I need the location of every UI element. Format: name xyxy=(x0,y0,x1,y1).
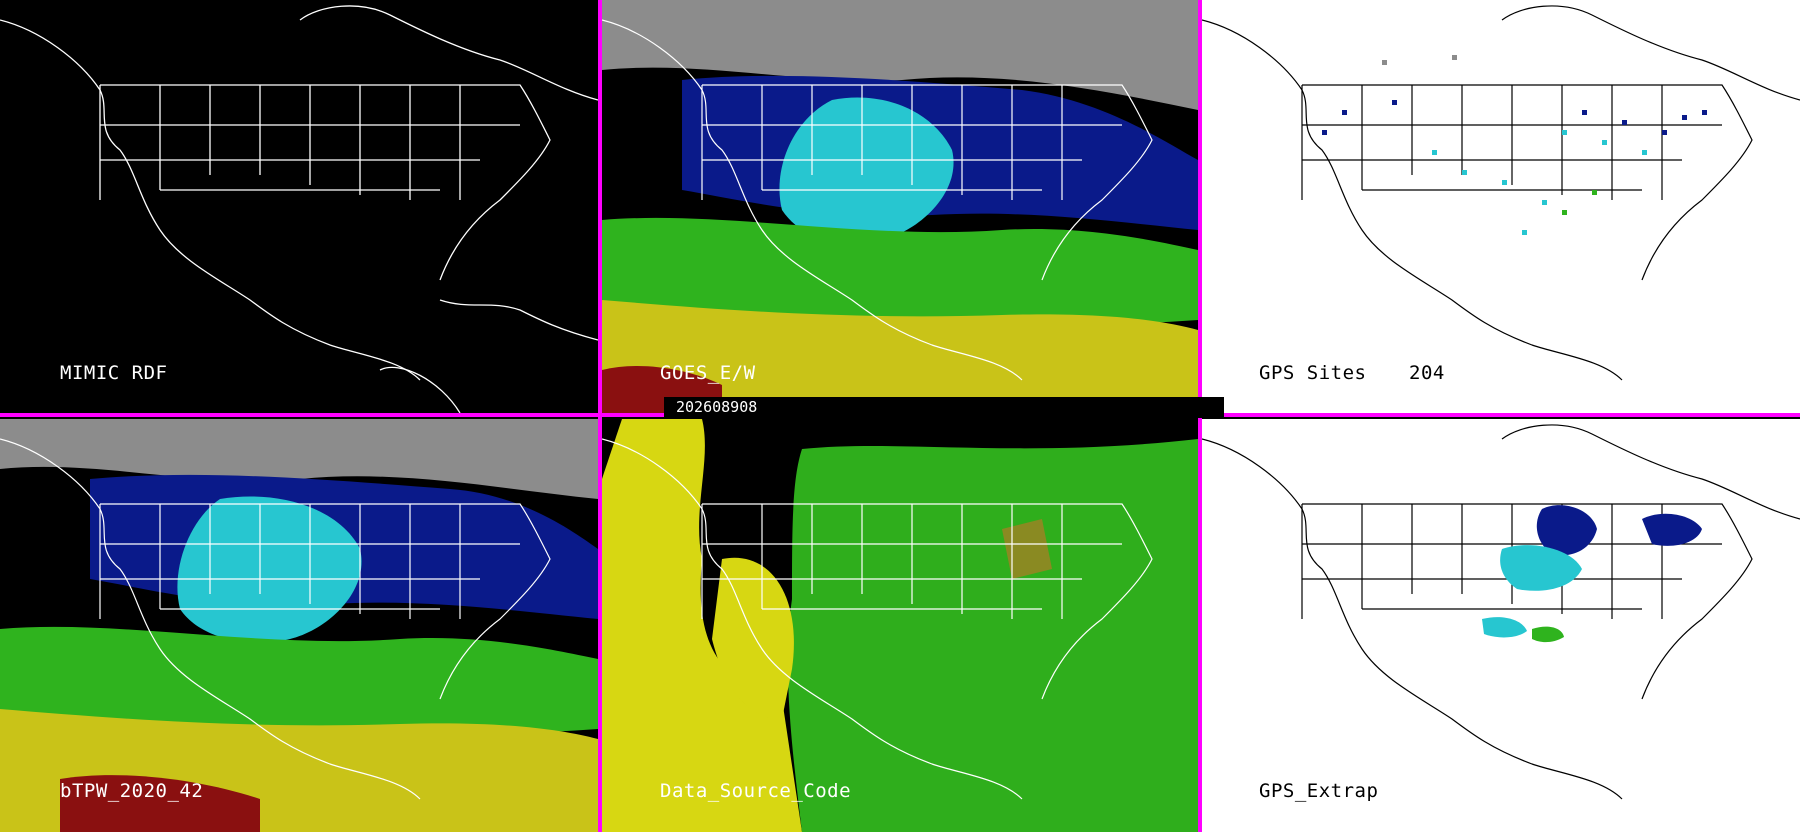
panel-label: Data_Source_Code xyxy=(660,780,852,802)
extrap-blob xyxy=(1536,505,1597,556)
panel-goes-ew: GOES_E/W xyxy=(602,0,1198,413)
panel-label: MIMIC RDF xyxy=(60,362,168,384)
panel-gps-sites: GPS Sites 204 xyxy=(1202,0,1800,413)
panel-data-source: Data_Source_Code xyxy=(602,419,1198,832)
basemap-outline xyxy=(0,5,598,413)
basemap-outline xyxy=(1202,5,1800,381)
panel-mimic-rdf: MIMIC RDF xyxy=(0,0,598,413)
extrap-blob xyxy=(1642,513,1702,546)
panel-label: GPS_Extrap xyxy=(1259,780,1379,802)
extrap-blob xyxy=(1482,617,1527,638)
moisture-field xyxy=(602,0,1198,413)
extrap-blob xyxy=(1532,626,1564,643)
panel-btpw: bTPW_2020_42 xyxy=(0,419,598,832)
gps-site-markers xyxy=(1322,55,1707,235)
panel-label: GOES_E/W xyxy=(660,362,756,384)
panel-gps-extrap: GPS_Extrap xyxy=(1202,419,1800,832)
basemap-outline xyxy=(1202,424,1800,800)
panel-label: bTPW_2020_42 xyxy=(60,780,204,802)
gps-site-count: 204 xyxy=(1409,362,1445,384)
timestamp-label: 202608908 xyxy=(664,397,1224,418)
moisture-field xyxy=(0,419,598,832)
panel-label: GPS Sites xyxy=(1259,362,1367,384)
extrap-blob xyxy=(1500,545,1582,591)
data-source-field xyxy=(602,419,1198,832)
